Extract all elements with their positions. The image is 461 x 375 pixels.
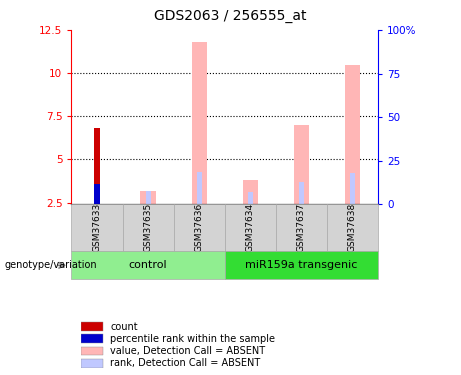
- Bar: [174, 204, 225, 251]
- Bar: [95, 184, 100, 204]
- Bar: [225, 204, 276, 251]
- Bar: [276, 204, 327, 251]
- Bar: [81, 334, 103, 343]
- Text: control: control: [129, 260, 167, 270]
- Text: rank, Detection Call = ABSENT: rank, Detection Call = ABSENT: [110, 358, 260, 368]
- Bar: [191, 42, 207, 204]
- Text: GSM37633: GSM37633: [93, 203, 101, 252]
- Text: GSM37636: GSM37636: [195, 203, 204, 252]
- Bar: [95, 128, 100, 204]
- Bar: [345, 64, 360, 204]
- Bar: [225, 251, 378, 279]
- Bar: [71, 251, 225, 279]
- Bar: [242, 180, 258, 204]
- Text: miR159a transgenic: miR159a transgenic: [245, 260, 358, 270]
- Bar: [71, 204, 123, 251]
- Text: value, Detection Call = ABSENT: value, Detection Call = ABSENT: [110, 346, 265, 356]
- Text: GSM37635: GSM37635: [143, 203, 153, 252]
- Text: GSM37638: GSM37638: [348, 203, 357, 252]
- Text: percentile rank within the sample: percentile rank within the sample: [110, 334, 275, 344]
- Text: count: count: [110, 321, 138, 332]
- Text: GSM37637: GSM37637: [297, 203, 306, 252]
- Bar: [248, 192, 253, 204]
- Text: GDS2063 / 256555_at: GDS2063 / 256555_at: [154, 9, 307, 23]
- Bar: [81, 322, 103, 331]
- Bar: [299, 182, 304, 204]
- Bar: [81, 346, 103, 355]
- Bar: [141, 190, 156, 204]
- Text: GSM37634: GSM37634: [246, 203, 255, 252]
- Bar: [81, 359, 103, 368]
- Bar: [146, 191, 151, 204]
- Bar: [294, 125, 309, 204]
- Bar: [197, 172, 202, 204]
- Bar: [327, 204, 378, 251]
- Bar: [123, 204, 174, 251]
- Text: genotype/variation: genotype/variation: [5, 260, 97, 270]
- Bar: [350, 173, 355, 204]
